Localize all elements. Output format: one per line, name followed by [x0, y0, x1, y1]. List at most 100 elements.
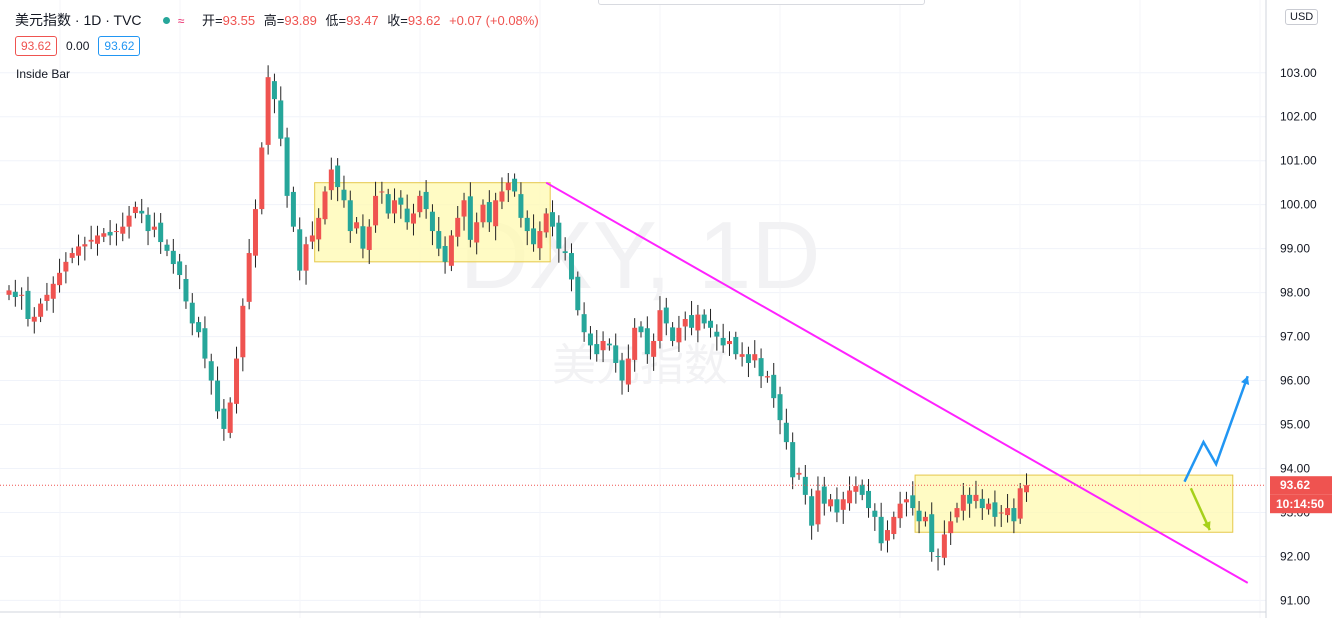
candle-body [252, 209, 258, 256]
candle-body [442, 246, 448, 262]
watermark-name: 美元指数 [552, 340, 728, 391]
projection-arrow-up [1183, 375, 1249, 483]
candle-body [19, 294, 25, 296]
currency-badge[interactable]: USD [1285, 9, 1319, 25]
y-tick-label: 100.00 [1280, 198, 1317, 212]
candle-body [88, 239, 94, 242]
candle-body [847, 490, 853, 504]
study-label[interactable]: Inside Bar [16, 67, 71, 81]
bid-ask-row: 93.62 0.00 93.62 [15, 36, 141, 56]
candle-body [25, 290, 31, 319]
candle-body [436, 231, 442, 249]
candle-body [550, 212, 556, 227]
arrow-up-head [1240, 376, 1250, 386]
y-tick-label: 102.00 [1280, 110, 1317, 124]
candle-body [613, 345, 619, 363]
candle-body [587, 333, 593, 346]
candle-body [505, 182, 511, 191]
candle-body [82, 244, 88, 247]
y-tick-label: 92.00 [1280, 549, 1310, 563]
line-drawings[interactable] [0, 181, 1266, 584]
candle-body [834, 499, 840, 513]
candle-body [676, 327, 682, 343]
candle-body [385, 194, 391, 214]
candle-body [638, 326, 644, 333]
candle-body [948, 521, 954, 534]
candle-body [632, 327, 638, 360]
candle-body [910, 495, 916, 509]
candle-body [57, 272, 63, 286]
candle-body [783, 422, 789, 443]
candle-body [120, 226, 126, 234]
candle-body [404, 208, 410, 223]
symbol-title[interactable]: 美元指数 · 1D · TVC [15, 12, 142, 28]
candle-body [796, 472, 802, 475]
candle-body [139, 210, 145, 214]
candle-body [790, 442, 796, 478]
candle-body [651, 340, 657, 357]
candle-body [227, 402, 233, 433]
candle-body [240, 305, 246, 358]
candle-body [935, 556, 941, 558]
wave-icon: ≈ [177, 14, 185, 28]
candle-body [297, 229, 303, 271]
candle-body [884, 530, 890, 541]
bid-price[interactable]: 93.62 [15, 36, 58, 56]
candle-body [922, 516, 928, 522]
candle-body [38, 303, 44, 317]
candle-body [733, 337, 739, 355]
candle-body [474, 222, 480, 243]
candle-body [189, 302, 195, 324]
candle-body [840, 499, 846, 510]
y-tick-label: 101.00 [1280, 154, 1317, 168]
candle-body [170, 250, 176, 265]
candle-body [101, 233, 107, 237]
candle-body [518, 194, 524, 218]
toolbar-handle[interactable] [598, 0, 925, 5]
candle-body [259, 147, 265, 210]
y-tick-label: 99.00 [1280, 242, 1310, 256]
candles[interactable] [6, 65, 1030, 571]
candle-body [12, 291, 18, 298]
y-tick-label: 98.00 [1280, 286, 1310, 300]
candle-body [600, 340, 606, 351]
candle-body [1024, 485, 1030, 493]
candle-body [1005, 508, 1011, 516]
candle-body [44, 294, 50, 301]
candle-body [764, 376, 770, 378]
candle-body [695, 314, 701, 331]
candle-body [309, 235, 315, 242]
candle-body [164, 244, 170, 251]
candle-body [872, 510, 878, 517]
candle-body [177, 261, 183, 276]
ask-price[interactable]: 93.62 [98, 36, 141, 56]
candle-body [499, 191, 505, 202]
candle-body [202, 328, 208, 359]
y-tick-label: 94.00 [1280, 462, 1310, 476]
candle-body [967, 494, 973, 504]
y-tick-label: 91.00 [1280, 593, 1310, 607]
candle-body [303, 244, 309, 271]
candle-body [69, 253, 75, 258]
y-tick-label: 97.00 [1280, 330, 1310, 344]
candle-body [752, 354, 758, 361]
candle-body [461, 200, 467, 217]
candle-body [878, 516, 884, 544]
chart-legend: 美元指数 · 1D · TVC ≈ 开=93.55 高=93.89 低=93.4… [15, 10, 539, 30]
y-tick-label: 95.00 [1280, 418, 1310, 432]
candle-body [392, 200, 398, 214]
candle-body [366, 226, 372, 250]
candle-body [410, 213, 416, 224]
candle-body [196, 322, 202, 333]
candle-body [859, 484, 865, 495]
candle-body [208, 361, 214, 381]
candle-body [708, 320, 714, 328]
candle-body [771, 374, 777, 399]
candle-body [657, 310, 663, 341]
candle-body [663, 307, 669, 324]
candle-body [417, 195, 423, 213]
current-price-tag [1270, 476, 1332, 495]
